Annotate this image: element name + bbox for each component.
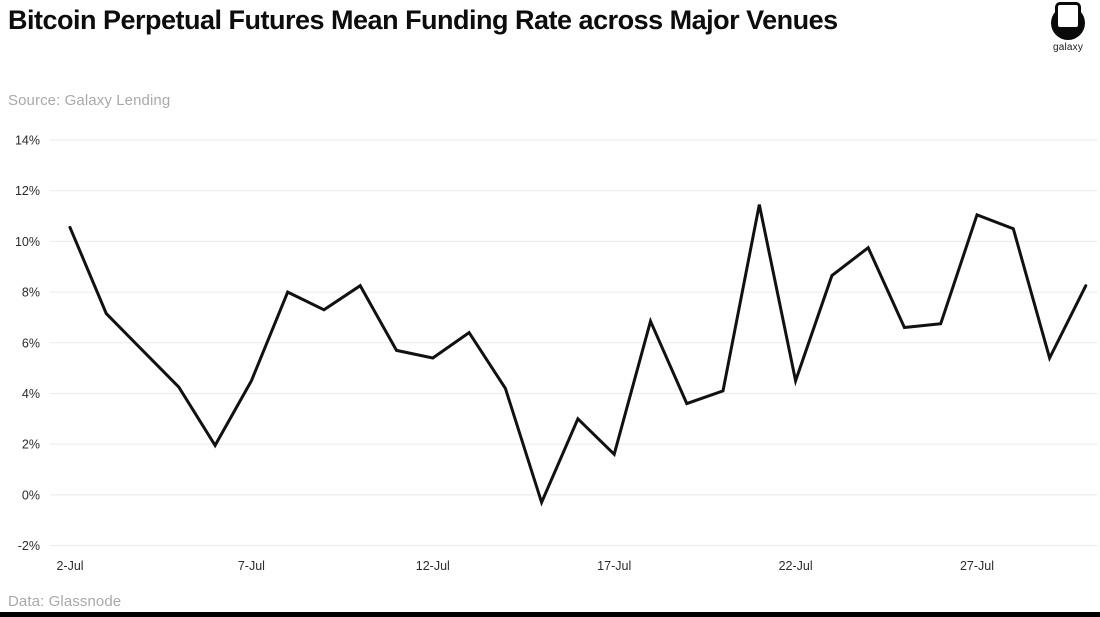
logo-square-shape <box>1055 2 1081 30</box>
y-axis-label: 0% <box>22 488 40 502</box>
data-attribution: Data: Glassnode <box>8 593 122 610</box>
y-axis-label: 2% <box>22 438 40 452</box>
x-axis-label: 7-Jul <box>238 559 265 573</box>
y-axis-label: 10% <box>15 235 40 249</box>
x-axis-label: 12-Jul <box>416 559 450 573</box>
x-axis-label: 27-Jul <box>960 559 994 573</box>
chart-title: Bitcoin Perpetual Futures Mean Funding R… <box>8 5 838 35</box>
y-axis-label: -2% <box>18 539 40 553</box>
footer-accent-bar <box>0 612 1100 617</box>
x-axis-label: 17-Jul <box>597 559 631 573</box>
y-axis-label: 4% <box>22 387 40 401</box>
x-axis-label: 22-Jul <box>779 559 813 573</box>
x-axis-label: 2-Jul <box>56 559 83 573</box>
y-axis-label: 12% <box>15 184 40 198</box>
galaxy-logo: galaxy <box>1044 2 1092 53</box>
logo-wordmark: galaxy <box>1052 42 1084 53</box>
source-label: Source: Galaxy Lending <box>8 92 171 109</box>
funding-rate-line <box>68 204 1088 507</box>
galaxy-logo-icon <box>1050 2 1086 40</box>
y-axis-label: 6% <box>22 336 40 350</box>
y-axis-label: 14% <box>15 134 40 148</box>
y-axis-label: 8% <box>22 286 40 300</box>
